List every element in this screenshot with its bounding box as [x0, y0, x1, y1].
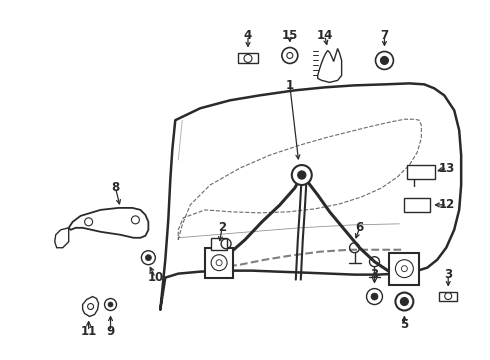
Text: 8: 8 [111, 181, 120, 194]
Polygon shape [69, 208, 148, 238]
Bar [390, 253, 419, 285]
Circle shape [400, 298, 408, 306]
Bar [439, 292, 457, 301]
Text: 1: 1 [286, 79, 294, 92]
Text: 3: 3 [370, 268, 379, 281]
Polygon shape [83, 297, 98, 316]
Bar [205, 248, 233, 278]
Circle shape [380, 57, 389, 64]
Bar [211, 238, 227, 250]
Text: 10: 10 [147, 271, 164, 284]
Circle shape [298, 171, 306, 179]
Text: 3: 3 [444, 268, 452, 281]
Text: 4: 4 [244, 29, 252, 42]
Text: 11: 11 [80, 325, 97, 338]
Text: 5: 5 [400, 318, 409, 331]
Text: 6: 6 [355, 221, 364, 234]
Circle shape [371, 293, 378, 300]
Text: 12: 12 [439, 198, 455, 211]
Text: 2: 2 [218, 221, 226, 234]
Polygon shape [55, 228, 69, 248]
Text: 15: 15 [282, 29, 298, 42]
Text: 14: 14 [317, 29, 333, 42]
Bar [407, 165, 435, 179]
Text: ⊡: ⊡ [244, 54, 252, 63]
Circle shape [146, 255, 151, 261]
Bar [238, 54, 258, 63]
Circle shape [292, 165, 312, 185]
Text: 9: 9 [106, 325, 115, 338]
Text: 7: 7 [380, 29, 389, 42]
Circle shape [287, 53, 293, 58]
Polygon shape [318, 49, 342, 82]
Text: 13: 13 [439, 162, 455, 175]
Circle shape [108, 302, 113, 307]
Bar [404, 198, 430, 212]
